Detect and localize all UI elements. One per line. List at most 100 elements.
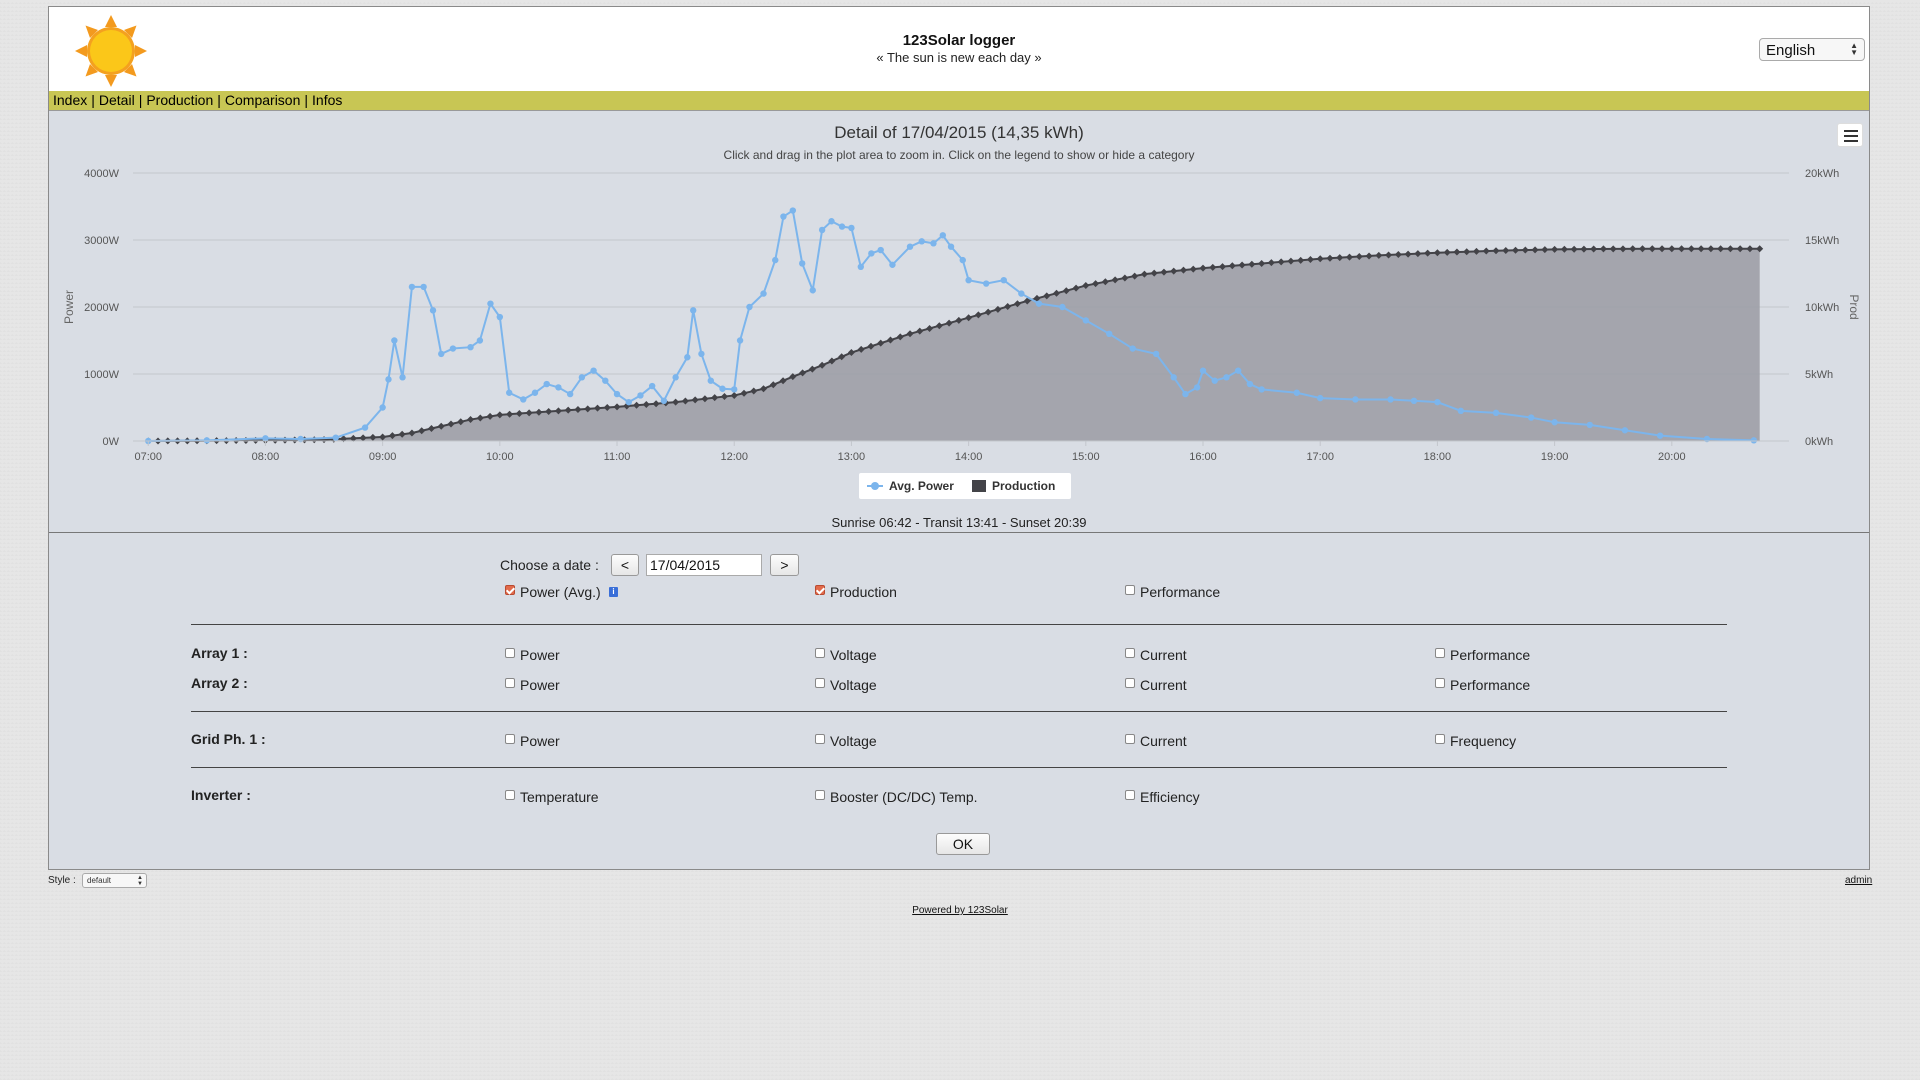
production-point bbox=[603, 404, 611, 411]
style-select[interactable]: default ▲ ▼ bbox=[82, 873, 147, 888]
production-point bbox=[554, 407, 562, 415]
array1-power-label: Power bbox=[520, 647, 560, 663]
select-arrows-icon: ▲ ▼ bbox=[1850, 41, 1858, 57]
avg-power-point bbox=[959, 256, 966, 264]
detail-chart[interactable]: Detail of 17/04/2015 (14,35 kWh) Click a… bbox=[49, 111, 1869, 511]
date-input[interactable]: 17/04/2015 bbox=[646, 554, 762, 576]
divider bbox=[191, 624, 1727, 625]
array2-power-checkbox[interactable] bbox=[505, 678, 515, 688]
site-title: 123Solar logger bbox=[902, 32, 1016, 49]
avg-power-point bbox=[719, 385, 726, 392]
production-point bbox=[974, 311, 982, 319]
grid-frequency-checkbox[interactable] bbox=[1435, 734, 1445, 744]
booster-temp-checkbox[interactable] bbox=[815, 790, 825, 800]
power-avg-checkbox[interactable] bbox=[505, 585, 515, 595]
y-left-tick-label: 4000W bbox=[84, 168, 119, 180]
grid-voltage-checkbox[interactable] bbox=[815, 734, 825, 744]
production-point bbox=[1160, 268, 1168, 276]
production-point bbox=[1531, 246, 1539, 254]
production-point bbox=[1316, 255, 1324, 263]
avg-power-point bbox=[906, 243, 914, 250]
production-point bbox=[701, 395, 709, 403]
legend-production-marker bbox=[972, 480, 986, 492]
production-point bbox=[838, 353, 846, 361]
avg-power-point bbox=[467, 344, 474, 351]
x-tick-label: 17:00 bbox=[1306, 451, 1334, 463]
legend-avg-power-marker bbox=[871, 482, 879, 490]
ok-button[interactable]: OK bbox=[936, 833, 990, 855]
production-point bbox=[447, 420, 455, 428]
performance-checkbox[interactable] bbox=[1125, 585, 1135, 595]
avg-power-point bbox=[1211, 377, 1218, 384]
production-point bbox=[1404, 250, 1412, 258]
main-frame: 123Solar logger « The sun is new each da… bbox=[48, 6, 1870, 870]
production-point bbox=[642, 400, 650, 408]
avg-power-point bbox=[848, 224, 855, 232]
production-point bbox=[1140, 270, 1148, 278]
chart-subtitle: Click and drag in the plot area to zoom … bbox=[724, 148, 1195, 162]
avg-power-point bbox=[1018, 290, 1025, 297]
avg-power-point bbox=[918, 238, 925, 245]
grid-power-label: Power bbox=[520, 733, 560, 749]
production-point bbox=[730, 391, 738, 399]
chart-menu-icon[interactable] bbox=[1837, 123, 1863, 147]
production-point bbox=[720, 393, 728, 401]
sun-info: Sunrise 06:42 - Transit 13:41 - Sunset 2… bbox=[831, 515, 1087, 530]
production-point bbox=[525, 409, 533, 417]
style-value: default bbox=[87, 876, 112, 885]
avg-power-point bbox=[1258, 386, 1265, 393]
info-icon[interactable]: i bbox=[609, 587, 618, 597]
nav-index[interactable]: Index bbox=[53, 92, 88, 108]
array1-power-checkbox[interactable] bbox=[505, 648, 515, 658]
grid-power-checkbox[interactable] bbox=[505, 734, 515, 744]
admin-link[interactable]: admin bbox=[1845, 875, 1873, 886]
y-right-tick-label: 10kWh bbox=[1805, 302, 1839, 314]
production-point bbox=[349, 434, 357, 442]
avg-power-point bbox=[332, 434, 339, 441]
array2-current-checkbox[interactable] bbox=[1125, 678, 1135, 688]
array2-performance-checkbox[interactable] bbox=[1435, 678, 1445, 688]
production-point bbox=[633, 401, 641, 409]
nav-comparison[interactable]: Comparison bbox=[224, 92, 301, 108]
chart-area[interactable]: Detail of 17/04/2015 (14,35 kWh) Click a… bbox=[49, 111, 1869, 535]
avg-power-point bbox=[1129, 345, 1136, 352]
production-checkbox[interactable] bbox=[815, 585, 825, 595]
avg-power-point bbox=[889, 261, 896, 268]
array1-voltage-checkbox[interactable] bbox=[815, 648, 825, 658]
production-point bbox=[1639, 245, 1647, 253]
grid-current-checkbox[interactable] bbox=[1125, 734, 1135, 744]
production-point bbox=[457, 418, 465, 426]
array1-performance-checkbox[interactable] bbox=[1435, 648, 1445, 658]
x-tick-label: 10:00 bbox=[486, 451, 514, 463]
avg-power-point bbox=[506, 389, 513, 396]
inverter-temperature-checkbox[interactable] bbox=[505, 790, 515, 800]
next-date-button[interactable]: > bbox=[770, 554, 799, 576]
avg-power-point bbox=[780, 213, 787, 220]
production-point bbox=[476, 414, 484, 422]
avg-power-point bbox=[1352, 396, 1359, 403]
production-point bbox=[1453, 248, 1461, 256]
prev-date-button[interactable]: < bbox=[611, 554, 639, 576]
production-point bbox=[1326, 254, 1334, 262]
language-select[interactable]: English ▲ ▼ bbox=[1759, 38, 1865, 61]
production-point bbox=[1560, 245, 1568, 253]
avg-power-point bbox=[361, 424, 369, 431]
production-point bbox=[1717, 245, 1725, 253]
powered-by-link[interactable]: Powered by 123Solar bbox=[912, 905, 1008, 916]
y-left-tick-label: 0W bbox=[103, 436, 120, 448]
production-point bbox=[593, 404, 601, 412]
array1-current-checkbox[interactable] bbox=[1125, 648, 1135, 658]
production-point bbox=[1131, 272, 1139, 280]
efficiency-checkbox[interactable] bbox=[1125, 790, 1135, 800]
nav-detail[interactable]: Detail bbox=[98, 92, 135, 108]
nav-production[interactable]: Production bbox=[146, 92, 214, 108]
y-right-tick-label: 20kWh bbox=[1805, 168, 1839, 180]
avg-power-point bbox=[798, 260, 806, 267]
production-point bbox=[769, 381, 777, 389]
nav-infos[interactable]: Infos bbox=[312, 92, 343, 108]
production-point bbox=[1043, 292, 1051, 300]
array2-voltage-checkbox[interactable] bbox=[815, 678, 825, 688]
production-point bbox=[1541, 246, 1549, 254]
production-point bbox=[984, 308, 992, 316]
legend-box bbox=[859, 473, 1071, 499]
